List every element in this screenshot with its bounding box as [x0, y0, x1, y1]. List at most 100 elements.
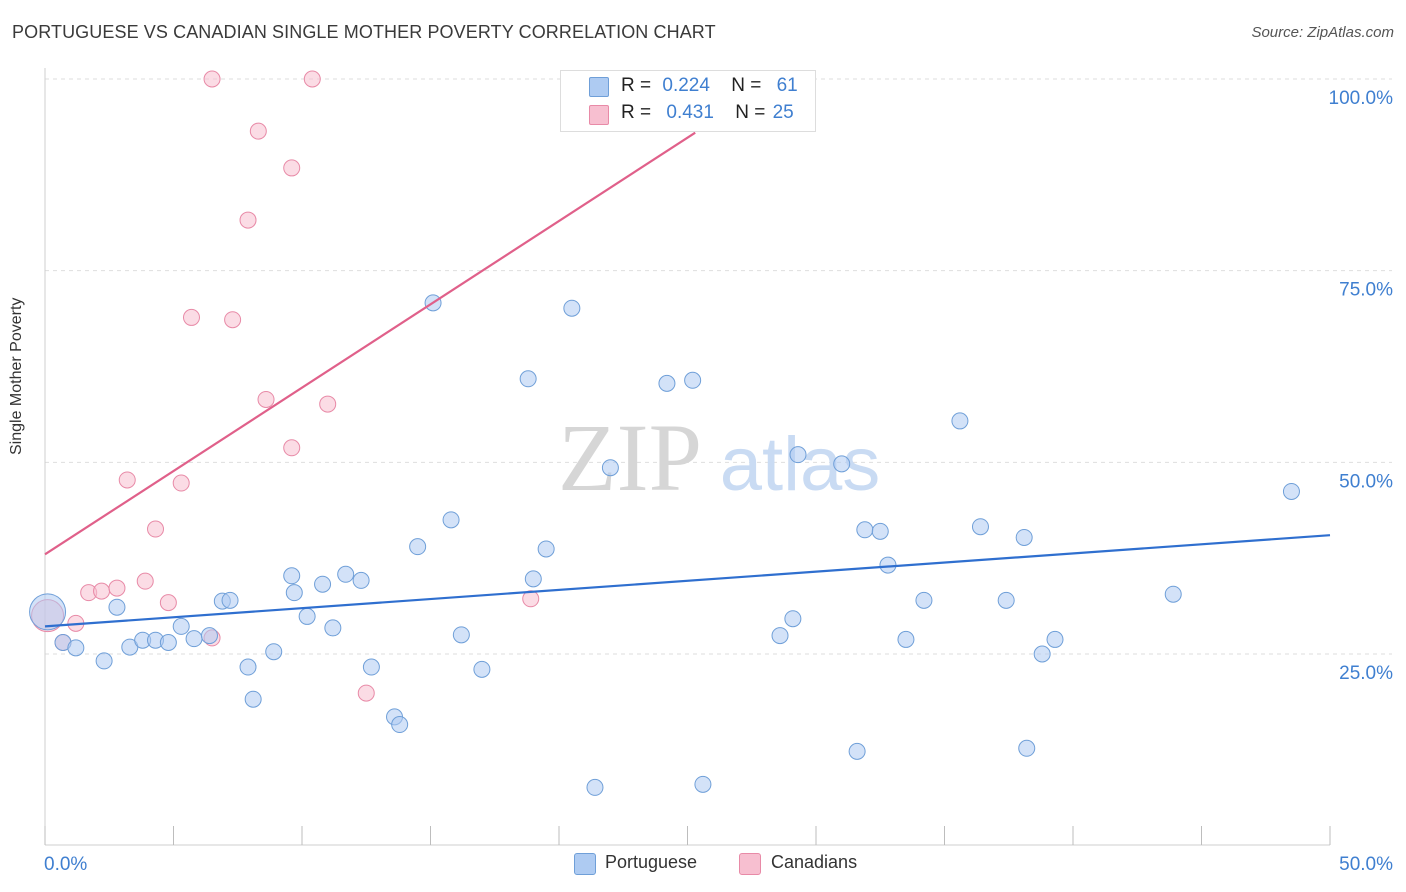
legend-n-value: 61: [776, 75, 798, 96]
canadians-point: [303, 70, 321, 88]
legend-row-canadians: R = 0.431 N = 25: [621, 102, 794, 126]
portuguese-point: [409, 538, 427, 556]
canadians-point: [522, 590, 540, 608]
axes: [44, 68, 1331, 846]
x-tick-label: 50.0%: [1339, 854, 1393, 875]
canadians-point: [159, 594, 177, 612]
portuguese-point: [789, 446, 807, 464]
portuguese-point: [658, 374, 676, 392]
canadians-point: [224, 311, 242, 329]
portuguese-point: [324, 619, 342, 637]
canadians-point: [118, 471, 136, 489]
trendlines: [44, 131, 1331, 628]
canadians-point: [283, 439, 301, 457]
portuguese-point: [285, 584, 303, 602]
portuguese-point: [519, 370, 537, 388]
portuguese-point: [442, 511, 460, 529]
y-tick-label: 25.0%: [1339, 663, 1393, 684]
canadians-point: [172, 474, 190, 492]
portuguese-point: [784, 610, 802, 628]
legend: R = 0.224 N = 61 R = 0.431 N = 25: [560, 70, 816, 132]
portuguese-point: [159, 634, 177, 651]
portuguese-point: [997, 591, 1015, 609]
legend-r-value: 0.431: [666, 102, 714, 123]
canadians-trendline: [44, 131, 696, 556]
legend-r-label: R =: [621, 75, 652, 96]
source-label: Source: ZipAtlas.com: [1251, 24, 1394, 41]
gridlines: [45, 78, 1392, 655]
portuguese-point: [1015, 528, 1033, 546]
canadians-point: [283, 159, 301, 177]
bottom-legend-swatch-canadians: [739, 853, 761, 875]
portuguese-point: [524, 570, 542, 588]
bottom-legend-canadians: Canadians: [771, 852, 858, 872]
y-tick-label: 50.0%: [1339, 471, 1393, 492]
y-tick-label: 75.0%: [1339, 280, 1393, 301]
portuguese-point: [29, 593, 67, 631]
canadians-point: [108, 579, 126, 597]
y-axis-label: Single Mother Poverty: [8, 297, 25, 455]
portuguese-point: [915, 591, 933, 609]
portuguese-point: [244, 690, 262, 708]
legend-r-label: R =: [621, 102, 652, 123]
x-tick-label: 0.0%: [44, 854, 87, 875]
portuguese-point: [391, 716, 409, 734]
canadians-point: [257, 390, 275, 408]
portuguese-point: [771, 627, 789, 645]
bottom-legend-swatch-portuguese: [574, 853, 596, 875]
portuguese-point: [856, 521, 874, 539]
watermark-atlas: atlas: [720, 422, 881, 507]
portuguese-point: [684, 371, 702, 389]
canadians-point: [147, 520, 165, 538]
canadians-point: [357, 684, 375, 702]
portuguese-point: [833, 455, 851, 473]
portuguese-point: [108, 598, 126, 616]
portuguese-point: [1282, 482, 1300, 500]
portuguese-point: [172, 617, 190, 635]
portuguese-point: [601, 459, 619, 477]
canadians-point: [239, 211, 257, 229]
portuguese-point: [563, 299, 581, 317]
portuguese-point: [1033, 645, 1051, 663]
legend-swatch-portuguese: [589, 77, 609, 97]
portuguese-point: [352, 571, 370, 589]
tick-labels: 25.0% 50.0% 75.0% 100.0% 0.0% 50.0%: [44, 88, 1393, 875]
canadians-point: [319, 395, 337, 413]
portuguese-point: [1164, 585, 1182, 603]
portuguese-point: [221, 591, 239, 609]
portuguese-point: [473, 660, 491, 678]
canadians-point: [203, 70, 221, 88]
portuguese-point: [265, 643, 283, 661]
legend-n-label: N =: [735, 102, 766, 123]
canadians-point: [136, 572, 154, 590]
portuguese-point: [897, 630, 915, 648]
canadians-point: [249, 122, 267, 140]
portuguese-point: [185, 630, 203, 648]
portuguese-point: [95, 652, 113, 670]
portuguese-point: [283, 567, 301, 585]
portuguese-point: [67, 639, 85, 657]
legend-n-value: 25: [772, 102, 794, 123]
chart-title: PORTUGUESE VS CANADIAN SINGLE MOTHER POV…: [12, 22, 716, 42]
portuguese-point: [1018, 739, 1036, 757]
portuguese-point: [971, 518, 989, 536]
portuguese-points: [29, 294, 1300, 796]
portuguese-point: [871, 522, 889, 540]
portuguese-point: [1046, 630, 1064, 648]
portuguese-point: [239, 658, 257, 676]
watermark-zip: ZIP: [558, 404, 702, 511]
y-tick-label: 100.0%: [1329, 88, 1394, 109]
portuguese-point: [586, 778, 604, 796]
portuguese-point: [694, 775, 712, 793]
portuguese-point: [452, 626, 470, 644]
portuguese-trendline: [44, 534, 1331, 628]
portuguese-point: [337, 565, 355, 583]
legend-r-value: 0.224: [662, 75, 710, 96]
canadians-point: [182, 308, 200, 326]
portuguese-point: [298, 607, 316, 625]
legend-swatch-canadians: [589, 105, 609, 125]
portuguese-point: [362, 658, 380, 676]
legend-row-portuguese: R = 0.224 N = 61: [621, 75, 798, 99]
canadians-point: [93, 582, 111, 600]
